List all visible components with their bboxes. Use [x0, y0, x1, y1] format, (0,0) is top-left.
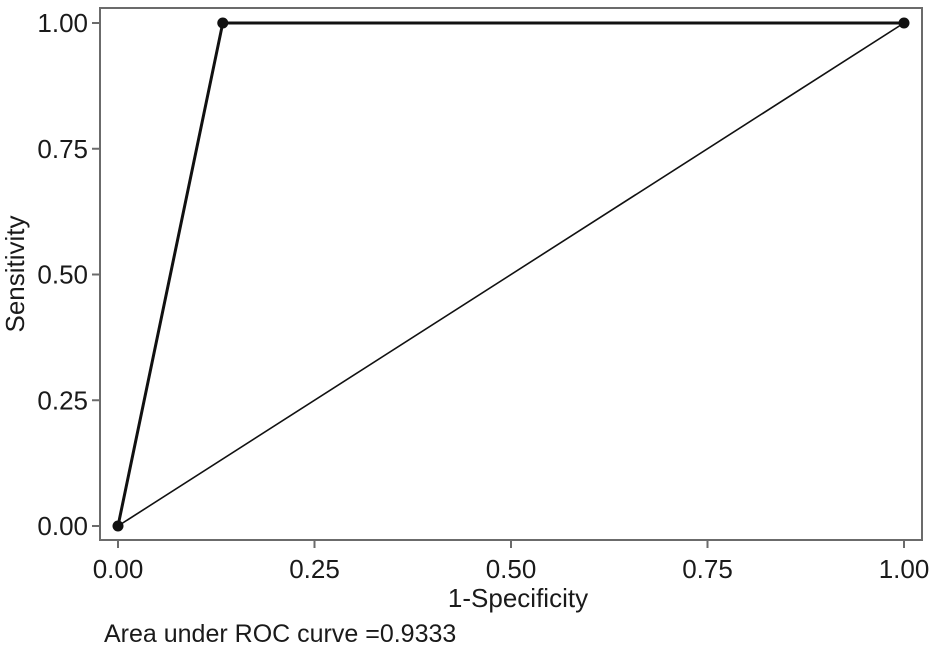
roc-point: [217, 17, 229, 29]
y-tick-label: 0.00: [37, 511, 88, 541]
y-tick-label: 1.00: [37, 8, 88, 38]
chart-marks: [112, 17, 910, 532]
x-tick-label: 0.25: [289, 554, 340, 584]
y-tick-label: 0.50: [37, 260, 88, 290]
axis-ticks: 0.00 0.25 0.50 0.75 1.00 0.00 0.25 0.50 0.75 1.00: [37, 8, 929, 584]
y-tick-label: 0.75: [37, 134, 88, 164]
y-tick-label: 0.25: [37, 385, 88, 415]
x-tick-label: 0.75: [682, 554, 733, 584]
reference-line: [117, 22, 905, 527]
x-tick-label: 0.00: [93, 554, 144, 584]
y-axis-title: Sensitivity: [0, 215, 30, 332]
x-tick-label: 0.50: [486, 554, 537, 584]
x-tick-label: 1.00: [879, 554, 930, 584]
x-axis-title: 1-Specificity: [448, 583, 588, 613]
auc-annotation: Area under ROC curve =0.9333: [104, 620, 457, 648]
